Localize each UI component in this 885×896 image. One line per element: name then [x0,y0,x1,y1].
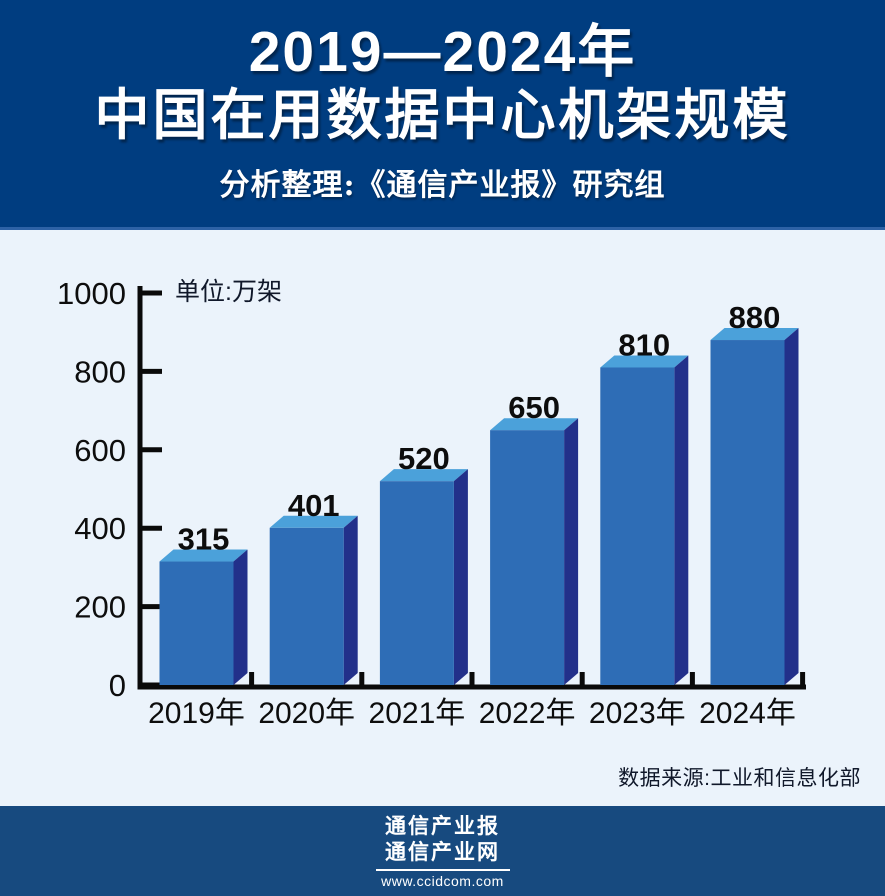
bar-2024年 [710,340,785,685]
x-category-label-2019年: 2019年 [148,697,245,730]
logo-line1: 通信产业报 [385,814,500,838]
x-category-label-2024年: 2024年 [699,697,796,730]
bar-value-label-2019年: 315 [178,522,230,557]
y-tick-label-800: 800 [74,354,126,389]
logo-divider [375,868,510,871]
bar-side-2021年 [453,469,468,685]
bar-top-2024年 [710,328,799,341]
logo-website-url: www.ccidcom.com [381,872,504,889]
y-tick-label-0: 0 [109,668,126,703]
page-title-line1: 2019—2024年 [248,20,637,84]
bar-chart-svg: 0 200 400 600 800 1000 单位:万架 315 2019年 401 2020年 52… [57,276,806,730]
x-category-label-2021年: 2021年 [369,697,466,730]
bar-side-2023年 [674,355,689,685]
header-banner: 2019—2024年 中国在用数据中心机架规模 分析整理:《通信产业报》研究组 [0,0,885,230]
bar-value-label-2021年: 520 [398,441,450,476]
bar-2021年 [379,481,454,685]
x-category-label-2023年: 2023年 [589,697,686,730]
bar-top-2019年 [159,549,248,562]
bar-value-label-2020年: 401 [288,488,340,523]
x-category-label-2020年: 2020年 [258,697,355,730]
y-tick-label-600: 600 [74,433,126,468]
publisher-logo: 通信产业报 通信产业网 www.ccidcom.com [375,814,510,889]
bar-side-2020年 [343,515,358,685]
bar-value-label-2024年: 880 [729,300,781,335]
bar-value-label-2022年: 650 [508,390,560,425]
bar-side-2019年 [233,549,248,685]
bar-top-2023年 [600,355,689,368]
y-tick-label-1000: 1000 [57,276,126,311]
page-subtitle: 分析整理:《通信产业报》研究组 [219,168,666,203]
bar-2020年 [269,527,344,685]
footer-bar: 通信产业报 通信产业网 www.ccidcom.com [0,806,885,896]
bar-2022年 [490,430,565,685]
bar-2023年 [600,367,675,685]
bar-top-2022年 [490,418,579,431]
bar-2019年 [159,561,234,685]
page-title-line2: 中国在用数据中心机架规模 [94,84,791,146]
bar-top-2020年 [269,515,358,528]
bar-top-2021年 [379,469,468,482]
x-category-label-2022年: 2022年 [479,697,576,730]
bar-side-2024年 [784,328,799,685]
data-source-text: 数据来源:工业和信息化部 [618,767,861,790]
bar-value-label-2023年: 810 [618,327,670,362]
unit-label: 单位:万架 [175,278,282,306]
y-tick-label-200: 200 [74,590,126,625]
y-tick-label-400: 400 [74,511,126,546]
bar-side-2022年 [564,418,579,685]
logo-line2: 通信产业网 [385,840,500,864]
